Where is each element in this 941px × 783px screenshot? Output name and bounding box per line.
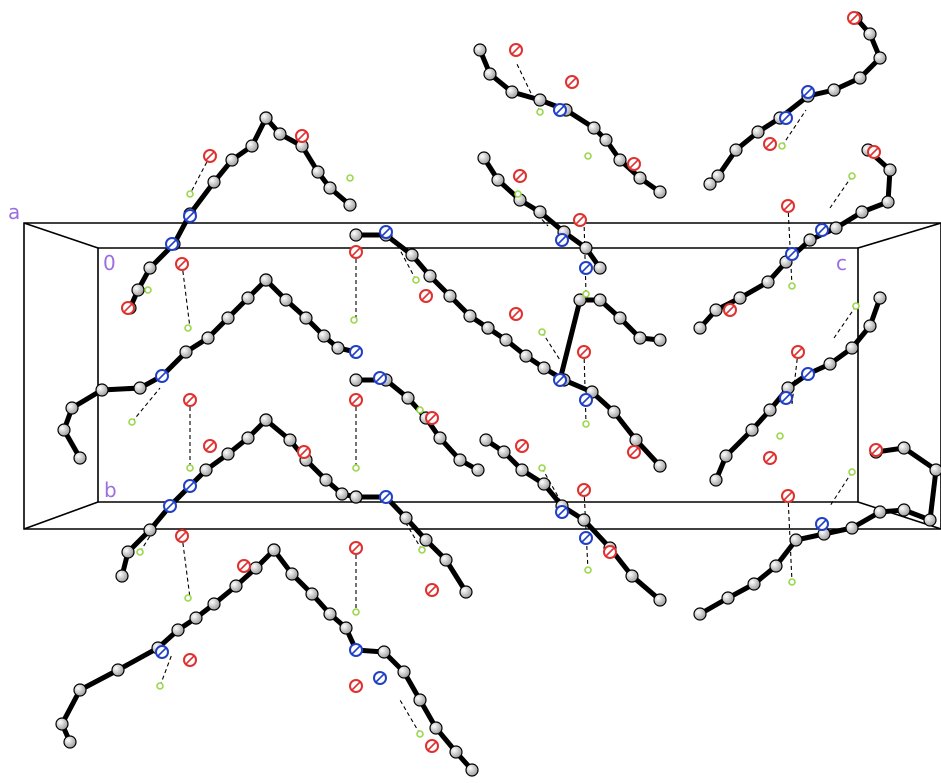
axis-label-a: a [8,200,20,224]
axis-label-origin: 0 [103,251,116,275]
axis-label-c: c [836,251,847,275]
axis-label-b: b [104,478,117,502]
atom-layer [55,11,941,777]
unit-cell [23,222,941,530]
hydrogen-bond-layer [131,61,857,735]
